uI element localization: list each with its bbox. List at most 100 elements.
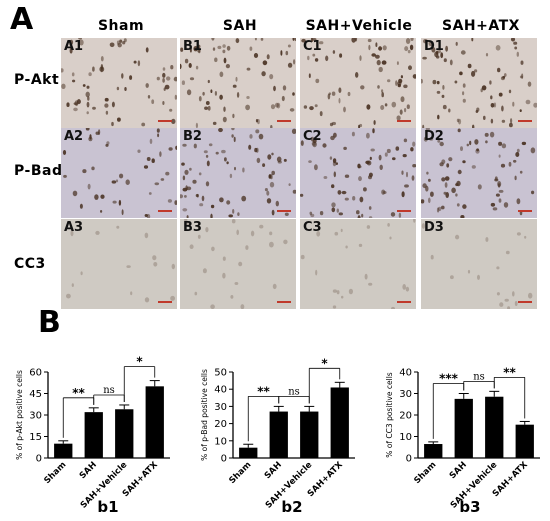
column-header-sah-atx: SAH+ATX xyxy=(442,18,520,34)
y-tick-label: 40 xyxy=(214,385,227,396)
row-header-p-bad: P-Bad xyxy=(14,163,63,179)
bar xyxy=(54,443,73,458)
y-tick-label: 30 xyxy=(29,411,42,422)
micrograph-image xyxy=(61,128,177,218)
micrograph-tile: C3 xyxy=(300,219,416,309)
x-tick-label: SAH xyxy=(78,460,99,481)
significance-label: ** xyxy=(257,384,270,398)
scale-bar xyxy=(518,210,532,212)
micrograph-image xyxy=(180,128,296,218)
micrograph-tile: D3 xyxy=(421,219,537,309)
column-header-sham: Sham xyxy=(97,18,145,34)
micrograph-image xyxy=(300,219,416,309)
bar xyxy=(424,444,443,458)
bar xyxy=(515,424,534,458)
micrograph-tile: A1 xyxy=(61,38,177,128)
micrograph-tile: C1 xyxy=(300,38,416,128)
y-tick-label: 15 xyxy=(29,432,42,443)
bar-chart-b1: 0 15 30 45 60 % of p-Akt positive cells Sham SA… xyxy=(0,355,180,511)
x-tick-label: SAH xyxy=(448,460,469,481)
scale-bar xyxy=(397,301,411,303)
y-tick-label: 60 xyxy=(29,368,42,379)
bar xyxy=(330,387,349,458)
scale-bar xyxy=(277,210,291,212)
y-tick-label: 0 xyxy=(406,454,412,465)
significance-label: ** xyxy=(72,386,85,400)
significance-label: *** xyxy=(439,372,459,386)
chart-svg: 0 10 20 30 40 50 % of p-Bad positive cells Sham… xyxy=(200,356,355,511)
micrograph-image xyxy=(180,38,296,128)
micrograph-tile: B2 xyxy=(180,128,296,218)
scale-bar xyxy=(277,120,291,122)
bar xyxy=(115,409,134,458)
sub-panel-label-b2: b2 xyxy=(281,498,303,516)
significance-label: ** xyxy=(503,365,516,379)
row-header-p-akt: P-Akt xyxy=(14,72,60,88)
x-tick-label: SAH xyxy=(263,460,284,481)
y-axis-label: % of CC3 positive cells xyxy=(385,372,394,457)
significance-label: ns xyxy=(288,386,300,397)
bar xyxy=(485,396,504,458)
tile-label: B3 xyxy=(183,220,202,235)
bar xyxy=(239,447,258,458)
y-tick-label: 0 xyxy=(36,454,42,465)
scale-bar xyxy=(158,301,172,303)
scale-bar xyxy=(518,120,532,122)
y-axis-label: % of p-Bad positive cells xyxy=(200,369,209,461)
scale-bar xyxy=(158,210,172,212)
micrograph-tile: A2 xyxy=(61,128,177,218)
y-tick-label: 20 xyxy=(399,411,412,422)
tile-label: A3 xyxy=(64,220,84,235)
y-tick-label: 30 xyxy=(399,389,412,400)
micrograph-image xyxy=(300,38,416,128)
micrograph-image xyxy=(61,219,177,309)
bar-chart-b2: 0 10 20 30 40 50 % of p-Bad positive cells Sham… xyxy=(185,356,365,511)
tile-label: C3 xyxy=(303,220,322,235)
y-axis-label: % of p-Akt positive cells xyxy=(15,370,24,460)
tile-label: D2 xyxy=(424,129,444,144)
scale-bar xyxy=(158,120,172,122)
micrograph-image xyxy=(61,38,177,128)
micrograph-tile: A3 xyxy=(61,219,177,309)
tile-label: A1 xyxy=(64,39,84,54)
tile-label: D1 xyxy=(424,39,444,54)
x-tick-label: Sham xyxy=(42,460,68,486)
scale-bar xyxy=(397,120,411,122)
tile-label: C1 xyxy=(303,39,322,54)
significance-label: * xyxy=(136,355,143,369)
micrograph-tile: D2 xyxy=(421,128,537,218)
bar xyxy=(454,398,473,458)
micrograph-image xyxy=(180,219,296,309)
bar xyxy=(145,386,164,458)
x-tick-label: Sham xyxy=(412,460,438,486)
column-header-sah: SAH xyxy=(222,18,258,34)
chart-svg: 0 15 30 45 60 % of p-Akt positive cells Sham SA… xyxy=(15,355,170,511)
y-tick-label: 20 xyxy=(214,419,227,430)
panel-b-letter: B xyxy=(38,305,61,340)
y-tick-label: 10 xyxy=(399,432,412,443)
bar xyxy=(300,411,319,458)
scale-bar xyxy=(397,210,411,212)
scale-bar xyxy=(277,301,291,303)
micrograph-tile: D1 xyxy=(421,38,537,128)
bar-chart-b3: 0 10 20 30 40% of CC3 positive cells Sham SAH S… xyxy=(370,360,550,511)
y-tick-label: 50 xyxy=(214,368,227,379)
tile-label: B2 xyxy=(183,129,202,144)
significance-label: ns xyxy=(103,385,115,396)
micrograph-tile: B3 xyxy=(180,219,296,309)
tile-label: C2 xyxy=(303,129,322,144)
y-tick-label: 0 xyxy=(221,454,227,465)
micrograph-tile: B1 xyxy=(180,38,296,128)
micrograph-image xyxy=(421,219,537,309)
bar xyxy=(269,411,288,458)
y-tick-label: 40 xyxy=(399,368,412,379)
sub-panel-label-b1: b1 xyxy=(97,498,119,516)
panel-a-letter: A xyxy=(10,2,34,37)
tile-label: D3 xyxy=(424,220,444,235)
micrograph-image xyxy=(421,38,537,128)
column-header-sah-vehicle: SAH+Vehicle xyxy=(305,18,413,34)
tile-label: A2 xyxy=(64,129,84,144)
bar xyxy=(84,412,103,458)
sub-panel-label-b3: b3 xyxy=(459,498,481,516)
